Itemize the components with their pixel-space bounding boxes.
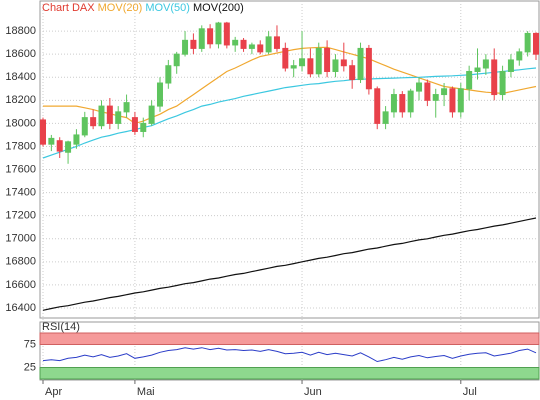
y-tick-label: 17400 — [5, 187, 36, 199]
candle-body — [382, 111, 389, 124]
candle-body — [140, 122, 147, 132]
y-tick-label: 18600 — [5, 48, 36, 60]
candle-body — [165, 65, 172, 84]
candle-body — [365, 47, 372, 90]
candle-body — [40, 119, 46, 145]
candle-body — [491, 59, 498, 96]
candle-body — [499, 70, 506, 96]
y-tick-label: 17600 — [5, 163, 36, 175]
candle-body — [207, 28, 214, 45]
candle-body — [90, 117, 97, 127]
candle-body — [115, 111, 122, 124]
x-tick-label: Mai — [137, 386, 155, 398]
y-tick-label: 16400 — [5, 302, 36, 314]
legend: Chart DAX MOV(20) MOV(50) MOV(200) — [42, 2, 244, 14]
y-tick-label: 75 — [24, 338, 36, 350]
y-tick-label: 16600 — [5, 279, 36, 291]
legend-entry: MOV(200) — [193, 2, 244, 14]
panel-label: RSI(14) — [42, 321, 80, 333]
candle-body — [56, 140, 63, 152]
candle-body — [257, 44, 264, 53]
candle-body — [198, 28, 205, 49]
candle-body — [248, 44, 255, 49]
y-tick-label: 18800 — [5, 25, 36, 37]
candle-body — [340, 59, 347, 67]
candle-body — [98, 105, 105, 127]
candle-body — [516, 51, 523, 61]
candle-body — [182, 39, 189, 55]
main-panel — [39, 0, 540, 319]
candle-body — [507, 59, 514, 72]
candle-body — [324, 47, 331, 72]
y-tick-label: 25 — [24, 361, 36, 373]
candle-body — [424, 82, 431, 101]
candle-body — [215, 22, 222, 45]
candle-body — [290, 65, 297, 69]
candle-body — [106, 105, 113, 124]
candle-body — [265, 36, 272, 53]
candle-body — [407, 90, 414, 113]
candle-body — [432, 94, 439, 101]
x-tick-label: Apr — [45, 386, 62, 398]
candle-body — [524, 32, 531, 53]
y-tick-label: 17800 — [5, 140, 36, 152]
candle-body — [441, 88, 448, 96]
candle-body — [173, 53, 180, 67]
candle-body — [390, 94, 397, 113]
candle-body — [399, 94, 406, 113]
candle-body — [273, 36, 280, 49]
y-tick-label: 18400 — [5, 71, 36, 83]
x-tick-label: Jun — [304, 386, 322, 398]
moving-average — [43, 46, 537, 125]
candle-body — [482, 59, 489, 69]
candle-body — [156, 82, 163, 107]
candle-body — [332, 59, 339, 72]
upper-band — [39, 332, 540, 345]
candle-body — [457, 88, 464, 113]
candle-body — [349, 65, 356, 81]
candle-body — [299, 58, 306, 67]
x-tick-label: Jul — [463, 386, 477, 398]
candle-body — [148, 105, 155, 124]
candle-body — [48, 137, 55, 145]
candle-body — [533, 32, 539, 55]
y-tick-label: 18200 — [5, 94, 36, 106]
candle-body — [190, 39, 197, 49]
candle-body — [466, 70, 473, 90]
moving-average — [42, 67, 537, 159]
y-tick-label: 17200 — [5, 210, 36, 222]
candle-body — [223, 22, 230, 46]
candle-body — [357, 47, 364, 81]
candle-body — [65, 141, 72, 153]
candle-body — [81, 117, 88, 136]
candle-body — [123, 102, 130, 113]
candle-body — [131, 117, 138, 132]
lower-band — [39, 367, 540, 380]
candle-body — [474, 67, 481, 72]
candle-body — [416, 82, 423, 92]
y-tick-label: 16800 — [5, 256, 36, 268]
candle-body — [374, 88, 381, 124]
legend-entry: MOV(20) — [98, 2, 143, 14]
candle-body — [232, 39, 239, 46]
rsi-line — [42, 347, 537, 363]
candle-body — [73, 134, 80, 145]
y-tick-label: 17000 — [5, 233, 36, 245]
candle-body — [240, 39, 247, 49]
candle-body — [282, 47, 289, 69]
legend-entry: MOV(50) — [145, 2, 190, 14]
candle-body — [307, 58, 314, 75]
candle-body — [449, 88, 456, 113]
candle-body — [315, 47, 322, 75]
y-tick-label: 18000 — [5, 117, 36, 129]
moving-average — [42, 217, 537, 311]
chart-title: Chart DAX — [42, 2, 95, 14]
